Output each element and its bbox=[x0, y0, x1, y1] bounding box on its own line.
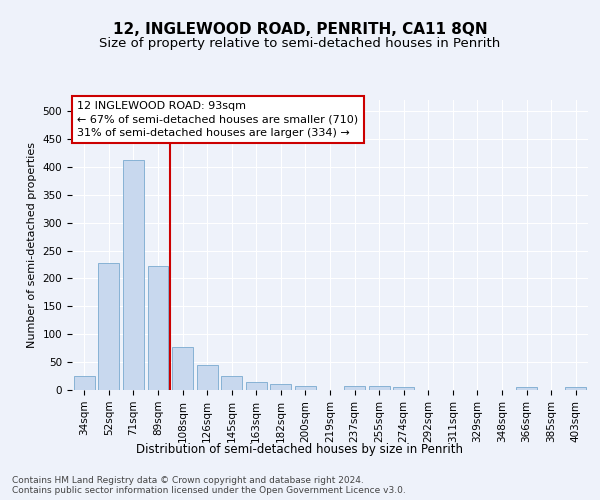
Y-axis label: Number of semi-detached properties: Number of semi-detached properties bbox=[27, 142, 37, 348]
Bar bbox=[295, 386, 316, 390]
Text: Size of property relative to semi-detached houses in Penrith: Size of property relative to semi-detach… bbox=[100, 38, 500, 51]
Bar bbox=[344, 386, 365, 390]
Bar bbox=[98, 263, 119, 390]
Bar bbox=[148, 266, 169, 390]
Bar bbox=[368, 386, 389, 390]
Bar bbox=[123, 160, 144, 390]
Text: 12 INGLEWOOD ROAD: 93sqm
← 67% of semi-detached houses are smaller (710)
31% of : 12 INGLEWOOD ROAD: 93sqm ← 67% of semi-d… bbox=[77, 102, 358, 138]
Text: 12, INGLEWOOD ROAD, PENRITH, CA11 8QN: 12, INGLEWOOD ROAD, PENRITH, CA11 8QN bbox=[113, 22, 487, 38]
Bar bbox=[565, 387, 586, 390]
Bar bbox=[516, 387, 537, 390]
Text: Distribution of semi-detached houses by size in Penrith: Distribution of semi-detached houses by … bbox=[137, 442, 464, 456]
Bar bbox=[221, 376, 242, 390]
Text: Contains HM Land Registry data © Crown copyright and database right 2024.
Contai: Contains HM Land Registry data © Crown c… bbox=[12, 476, 406, 495]
Bar bbox=[393, 387, 414, 390]
Bar bbox=[246, 382, 267, 390]
Bar bbox=[74, 376, 95, 390]
Bar bbox=[172, 347, 193, 390]
Bar bbox=[271, 384, 292, 390]
Bar bbox=[197, 365, 218, 390]
